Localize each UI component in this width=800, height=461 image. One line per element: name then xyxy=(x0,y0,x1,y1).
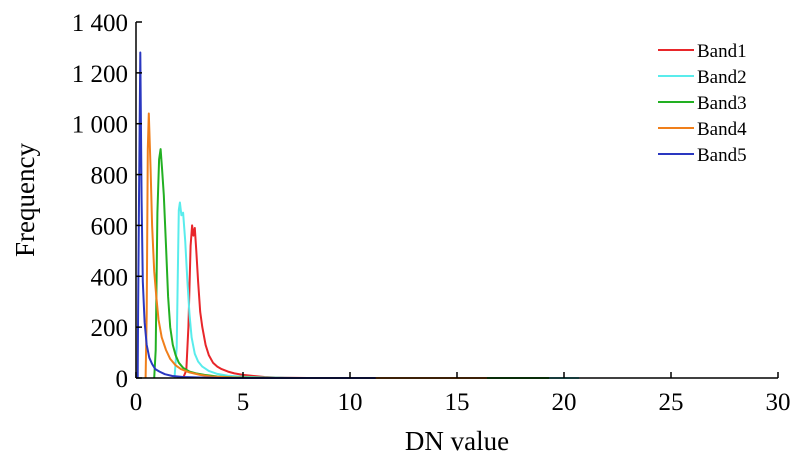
x-tick-label: 20 xyxy=(552,389,577,416)
y-axis-title: Frequency xyxy=(10,143,40,257)
legend-label-band5: Band5 xyxy=(697,145,747,166)
x-tick-label: 30 xyxy=(766,389,791,416)
legend-label-band1: Band1 xyxy=(697,41,747,62)
y-tick-label: 1 200 xyxy=(72,61,128,88)
y-tick-label: 1 400 xyxy=(72,10,128,37)
y-tick-label: 200 xyxy=(91,315,129,342)
legend-label-band2: Band2 xyxy=(697,67,747,88)
x-tick-label: 0 xyxy=(130,389,143,416)
series-line-band2 xyxy=(173,201,579,379)
y-tick-label: 0 xyxy=(116,366,129,393)
x-tick-label: 15 xyxy=(445,389,470,416)
x-axis: 0 5 10 15 20 25 30 xyxy=(130,372,791,416)
legend-label-band3: Band3 xyxy=(697,93,747,114)
legend-label-band4: Band4 xyxy=(697,119,747,140)
series-line-band4 xyxy=(144,112,487,379)
x-tick-label: 10 xyxy=(338,389,363,416)
series-line-band1 xyxy=(182,224,376,379)
x-axis-title: DN value xyxy=(405,426,509,456)
x-tick-label: 5 xyxy=(237,389,250,416)
x-tick-label: 25 xyxy=(659,389,684,416)
y-tick-label: 1 000 xyxy=(72,112,128,139)
series-line-band3 xyxy=(153,148,549,379)
series-lines xyxy=(136,51,579,379)
y-tick-label: 600 xyxy=(91,213,129,240)
legend: Band1 Band2 Band3 Band4 Band5 xyxy=(658,41,747,166)
y-tick-label: 800 xyxy=(91,163,129,190)
y-tick-label: 400 xyxy=(91,264,129,291)
y-axis: 0 200 400 600 800 1 000 1 200 1 400 xyxy=(72,10,142,393)
series-line-band5 xyxy=(136,51,376,379)
